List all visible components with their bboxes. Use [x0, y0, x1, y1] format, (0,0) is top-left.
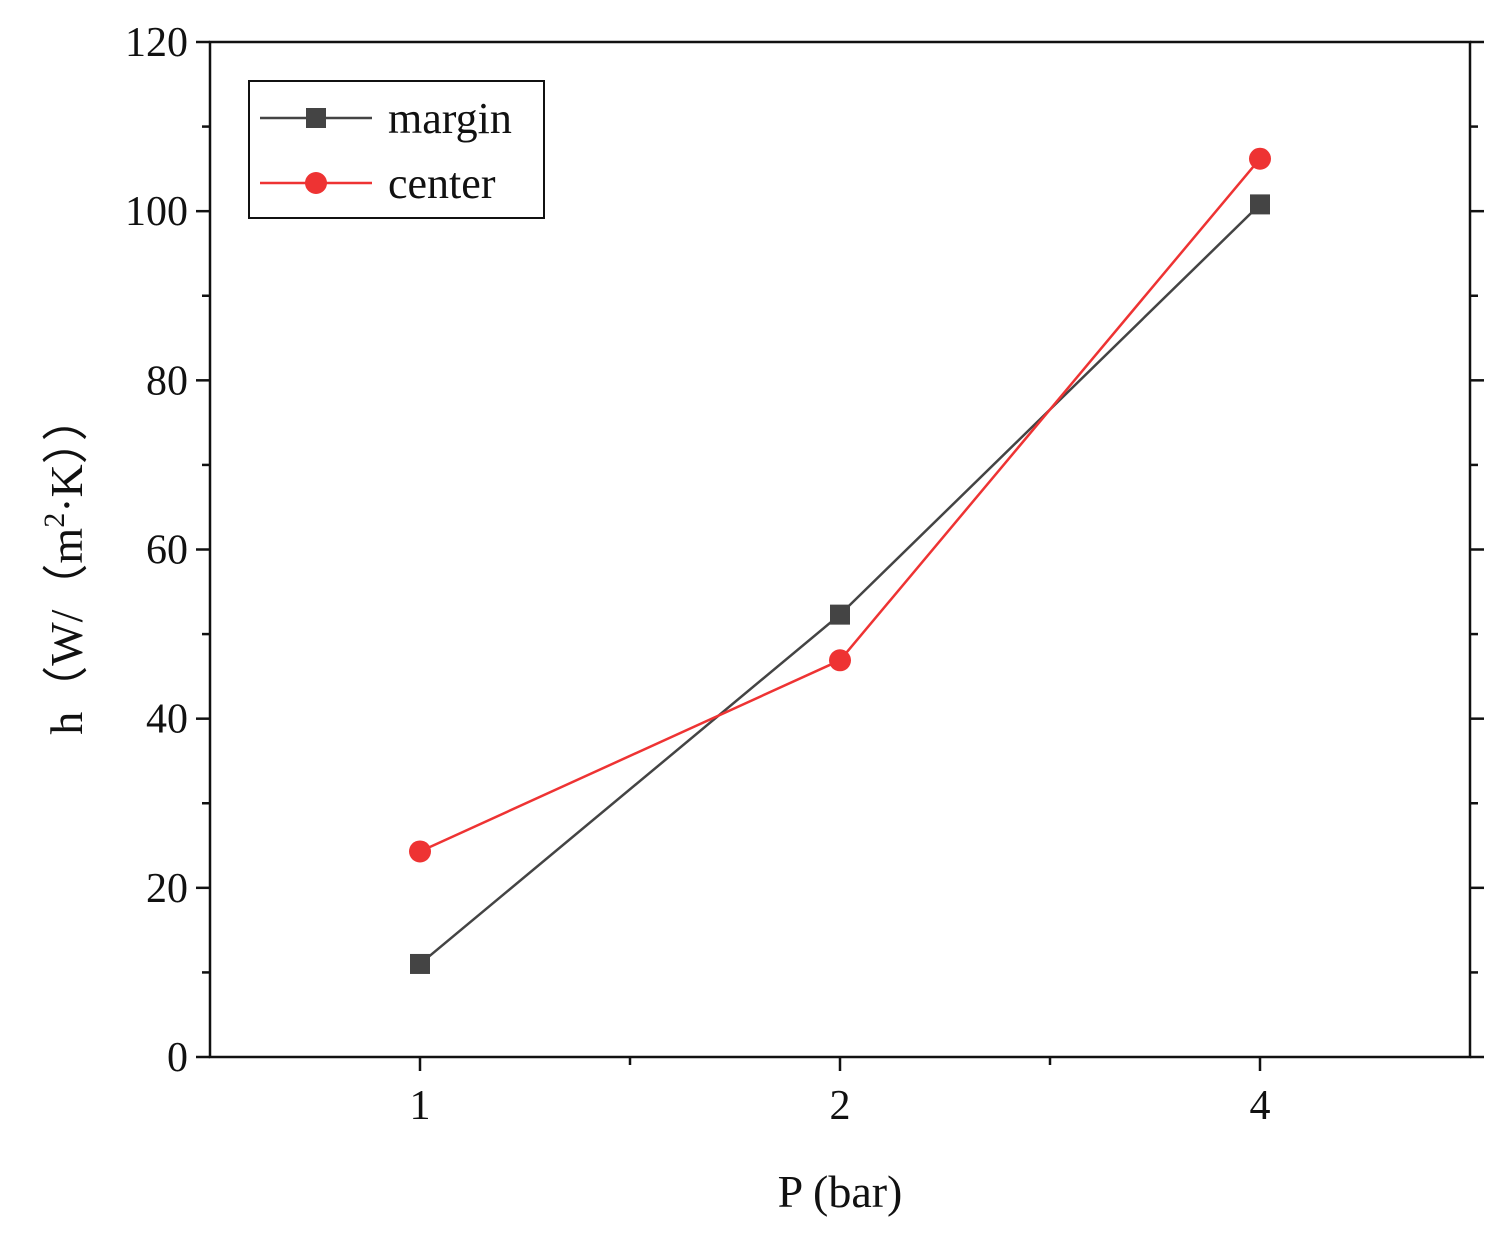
x-tick-label: 1 [410, 1083, 431, 1129]
data-point-center [1249, 147, 1271, 170]
y-axis-title-main: h（W/（m [41, 528, 92, 735]
legend: margin center [248, 80, 545, 219]
legend-entry-center: center [260, 159, 496, 208]
series-layer [409, 147, 1271, 974]
legend-marker-margin [306, 108, 326, 128]
y-tick-label: 60 [146, 528, 188, 574]
data-point-margin [410, 953, 430, 974]
x-axis-title: P (bar) [778, 1166, 903, 1217]
y-tick-label: 100 [125, 189, 188, 235]
series-margin [410, 194, 1270, 974]
legend-label-center: center [388, 159, 496, 208]
y-tick-label: 80 [146, 358, 188, 404]
y-tick-label: 120 [125, 20, 188, 66]
legend-entry-margin: margin [260, 94, 512, 143]
y-tick-label: 20 [146, 866, 188, 912]
x-tick-label: 4 [1250, 1083, 1271, 1129]
y-axis-title-unit: ·K）） [41, 395, 92, 513]
x-tick-label: 2 [830, 1083, 851, 1129]
data-point-margin [1250, 194, 1270, 215]
data-point-center [409, 840, 431, 863]
x-axis-ticks: 1 2 4 [410, 1057, 1271, 1129]
series-center [409, 147, 1271, 863]
legend-label-margin: margin [388, 94, 512, 143]
y-axis-ticks: 0 20 40 60 80 100 120 [125, 20, 1484, 1081]
y-axis-title-superscript: 2 [38, 513, 71, 528]
y-axis-title: h（W/（m2·K）） [38, 395, 92, 735]
legend-box [248, 80, 545, 219]
y-tick-label: 40 [146, 697, 188, 743]
legend-marker-center [305, 172, 327, 194]
data-point-center [829, 649, 851, 672]
series-line-center [419, 157, 1261, 853]
data-point-margin [830, 604, 850, 625]
series-line-margin [419, 203, 1261, 965]
y-tick-label: 0 [167, 1035, 188, 1081]
